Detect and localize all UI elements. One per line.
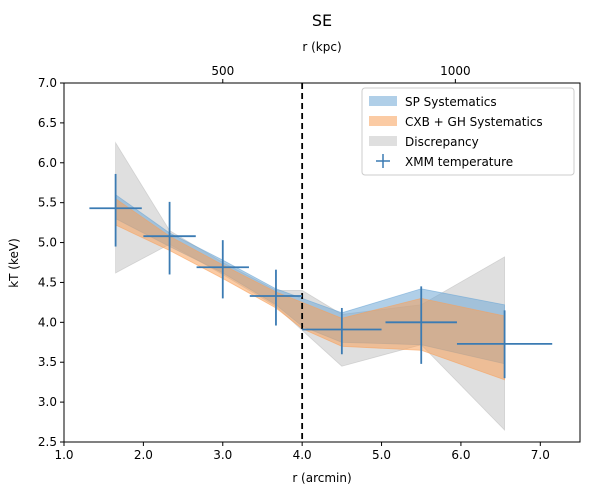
legend-label-xmm-temperature: XMM temperature <box>405 155 513 169</box>
plot-frame <box>63 82 581 443</box>
x-tick-label-7: 7.0 <box>531 448 550 462</box>
x-tick-label-5: 5.0 <box>372 448 391 462</box>
legend: SP Systematics CXB + GH Systematics Disc… <box>361 87 575 176</box>
legend-swatch-discrepancy <box>369 136 397 146</box>
y-tick-label-10: 7.0 <box>38 76 57 90</box>
y-tick-label-3: 3.5 <box>38 355 57 369</box>
legend-label-sp-systematics: SP Systematics <box>405 95 497 109</box>
legend-swatch-sp-systematics <box>369 96 397 106</box>
y-tick-label-9: 6.5 <box>38 116 57 130</box>
top-x-tick-label-2: 1000 <box>440 64 471 78</box>
y-tick-label-5: 4.5 <box>38 275 57 289</box>
ticks-layer: 1.0 2.0 3.0 4.0 5.0 6.0 7.0 2.5 3.0 3.5 4.0 4.5 5.0 5… <box>38 64 550 462</box>
chart-title: SE <box>312 11 332 30</box>
y-tick-label-2: 3.0 <box>38 395 57 409</box>
top-x-tick-label-1: 500 <box>211 64 234 78</box>
top-x-axis-label: r (kpc) <box>302 40 341 54</box>
x-tick-label-2: 2.0 <box>134 448 153 462</box>
x-tick-label-6: 6.0 <box>451 448 470 462</box>
errorbar-layer <box>89 173 553 379</box>
y-tick-label-7: 5.5 <box>38 196 57 210</box>
x-axis-label: r (arcmin) <box>292 471 351 485</box>
y-tick-label-8: 6.0 <box>38 156 57 170</box>
y-axis-label: kT (keV) <box>7 238 21 288</box>
band-discrepancy <box>115 141 506 431</box>
y-tick-label-6: 5.0 <box>38 236 57 250</box>
band-cxb-gh-systematics <box>115 197 506 381</box>
y-tick-label-1: 2.5 <box>38 435 57 449</box>
x-tick-label-1: 1.0 <box>54 448 73 462</box>
x-tick-label-3: 3.0 <box>213 448 232 462</box>
legend-label-cxb-gh-systematics: CXB + GH Systematics <box>405 115 543 129</box>
y-tick-label-4: 4.0 <box>38 315 57 329</box>
legend-frame <box>361 87 575 176</box>
legend-label-discrepancy: Discrepancy <box>405 135 479 149</box>
x-tick-label-4: 4.0 <box>293 448 312 462</box>
bands-layer <box>115 141 506 431</box>
legend-swatch-cxb-gh-systematics <box>369 116 397 126</box>
